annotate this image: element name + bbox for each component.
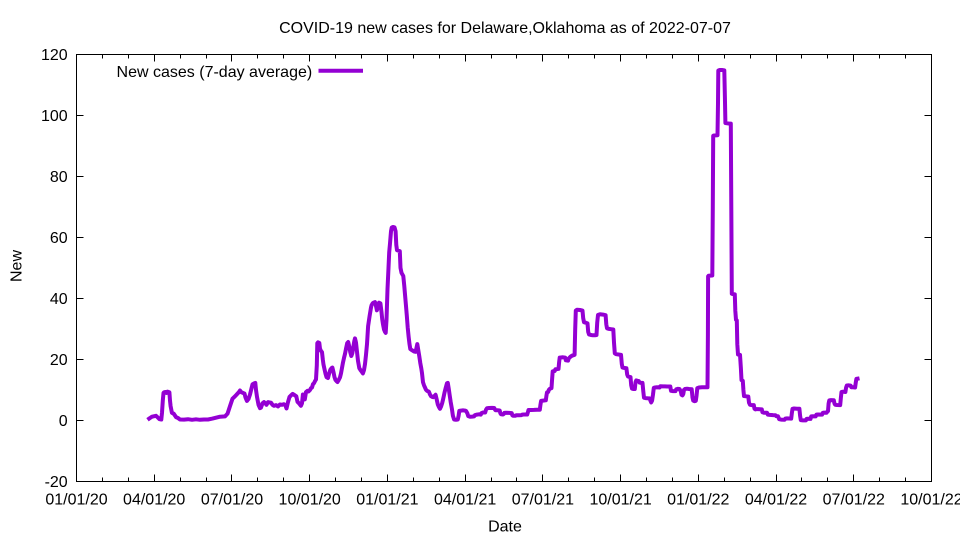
svg-text:80: 80: [50, 169, 68, 186]
svg-text:07/01/20: 07/01/20: [201, 492, 263, 509]
svg-text:COVID-19 new cases for Delawar: COVID-19 new cases for Delaware,Oklahoma…: [279, 20, 731, 37]
svg-text:01/01/20: 01/01/20: [45, 492, 107, 509]
svg-text:01/01/21: 01/01/21: [356, 492, 418, 509]
svg-text:10/01/21: 10/01/21: [589, 492, 651, 509]
svg-text:04/01/21: 04/01/21: [434, 492, 496, 509]
svg-text:-20: -20: [45, 474, 68, 491]
svg-text:100: 100: [41, 108, 68, 125]
svg-text:07/01/21: 07/01/21: [512, 492, 574, 509]
svg-text:40: 40: [50, 291, 68, 308]
svg-text:10/01/22: 10/01/22: [900, 492, 960, 509]
svg-text:Date: Date: [488, 519, 522, 536]
svg-text:04/01/20: 04/01/20: [123, 492, 185, 509]
svg-text:10/01/20: 10/01/20: [279, 492, 341, 509]
svg-text:07/01/22: 07/01/22: [823, 492, 885, 509]
svg-text:20: 20: [50, 352, 68, 369]
svg-text:04/01/22: 04/01/22: [745, 492, 807, 509]
svg-text:120: 120: [41, 47, 68, 64]
svg-text:New: New: [9, 250, 26, 282]
svg-text:60: 60: [50, 230, 68, 247]
svg-text:0: 0: [59, 413, 68, 430]
svg-text:New cases (7-day average): New cases (7-day average): [117, 64, 313, 81]
svg-text:01/01/22: 01/01/22: [667, 492, 729, 509]
